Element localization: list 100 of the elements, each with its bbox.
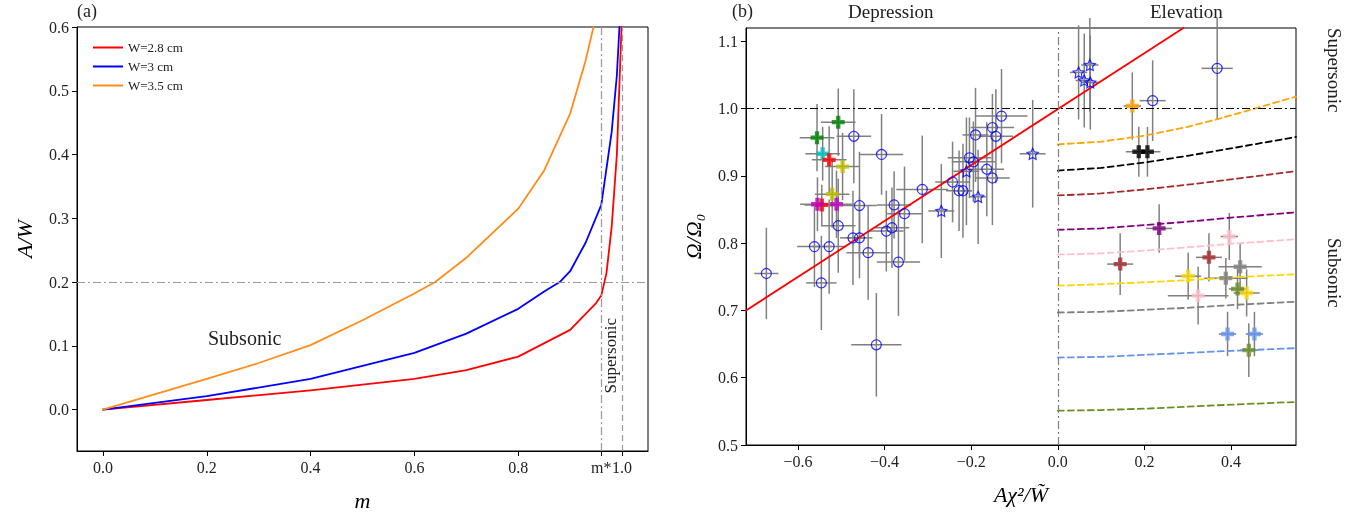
- point: [823, 240, 835, 253]
- point: [760, 267, 772, 280]
- y-tick-label: 0.9: [718, 167, 738, 185]
- y-axis-title: Ω/Ω₀: [680, 213, 706, 260]
- point: [1083, 58, 1096, 72]
- y-tick-label: 1.1: [718, 32, 738, 50]
- point: [981, 163, 993, 175]
- point: [935, 204, 948, 218]
- point: [1147, 95, 1159, 107]
- y-tick-label: 0.0: [49, 401, 69, 419]
- point: [847, 232, 859, 244]
- x-tick-label: 0.4: [300, 458, 321, 476]
- annotation: Subsonic: [208, 327, 282, 349]
- y-tick-label: 1.0: [718, 100, 738, 118]
- y-tick-label: 0.4: [49, 146, 69, 164]
- point: [990, 130, 1002, 142]
- point: [1026, 147, 1039, 160]
- x-tick-label: 0.2: [1134, 452, 1155, 470]
- point: [1202, 250, 1216, 264]
- x-tick-label: 0.6: [404, 458, 425, 476]
- y-tick-label: 0.3: [49, 209, 69, 227]
- point: [967, 156, 979, 168]
- point: [888, 199, 900, 211]
- text: Depression: [848, 1, 934, 22]
- point: [825, 187, 839, 201]
- point: [870, 339, 882, 351]
- point: [862, 247, 874, 259]
- point: [963, 152, 976, 164]
- point: [1240, 286, 1254, 300]
- y-tick-label: 0.2: [49, 273, 69, 291]
- point: [1181, 269, 1195, 283]
- point: [816, 147, 830, 161]
- x-tick-label: 0.4: [1221, 452, 1242, 470]
- x-axis-title: Aχ²/W̃: [991, 481, 1050, 507]
- text: Elevation: [1150, 1, 1224, 22]
- x-tick-label: 0.0: [1047, 452, 1068, 470]
- point: [853, 199, 866, 212]
- y-tick-label: 0.8: [718, 234, 738, 252]
- point: [1078, 74, 1091, 87]
- point: [815, 277, 827, 289]
- line-series: [1056, 211, 1297, 231]
- point: [957, 185, 969, 197]
- x-tick-label: −0.6: [783, 452, 813, 470]
- line-series: [1056, 347, 1297, 359]
- point: [916, 183, 928, 196]
- point: [953, 185, 965, 197]
- point: [810, 197, 824, 211]
- line-series: [1056, 401, 1297, 412]
- text: Supersonic: [1324, 28, 1345, 113]
- point: [1233, 260, 1247, 274]
- point: [898, 208, 911, 220]
- point: [880, 225, 892, 237]
- point: [1211, 62, 1223, 74]
- point: [946, 176, 959, 188]
- point: [810, 131, 824, 145]
- point: [1222, 230, 1236, 243]
- point: [960, 165, 973, 178]
- point: [853, 232, 866, 244]
- point: [1113, 257, 1127, 271]
- x-tick-label: 1.0: [612, 458, 633, 476]
- x-tick-label: 0.0: [92, 458, 113, 476]
- point: [830, 197, 844, 211]
- point: [808, 240, 821, 253]
- y-axis-title: A/W: [11, 218, 37, 260]
- y-tick-label: 0.7: [718, 301, 738, 319]
- legend-label: W=3 cm: [128, 59, 174, 74]
- point: [986, 121, 999, 134]
- point: [1221, 327, 1235, 341]
- point: [995, 110, 1008, 122]
- y-tick-label: 0.5: [49, 82, 69, 100]
- y-tick-label: 0.5: [718, 436, 738, 454]
- point: [848, 130, 860, 142]
- point: [1152, 221, 1166, 235]
- text: (b): [732, 1, 753, 22]
- point: [972, 190, 985, 203]
- point: [1072, 66, 1085, 79]
- x-tick-label: 0.2: [196, 458, 217, 476]
- y-tick-label: 0.1: [49, 337, 69, 355]
- point: [892, 256, 905, 268]
- point: [875, 148, 888, 161]
- point: [836, 160, 850, 174]
- text: Subsonic: [1324, 238, 1345, 308]
- legend-label: W=3.5 cm: [128, 78, 183, 93]
- x-tick-label: −0.2: [956, 452, 986, 470]
- annotation: Supersonic: [601, 317, 620, 394]
- point: [1231, 282, 1245, 296]
- point: [886, 222, 898, 234]
- point: [1140, 145, 1154, 159]
- point: [822, 153, 836, 167]
- x-tick-label: −0.4: [870, 452, 900, 470]
- legend-label: W=2.8 cm: [128, 40, 183, 55]
- point: [831, 115, 845, 129]
- text: (a): [77, 1, 97, 22]
- x-tick-label: m*: [591, 458, 612, 476]
- point: [1219, 271, 1233, 285]
- y-tick-label: 0.6: [49, 18, 69, 36]
- point: [1247, 327, 1261, 341]
- point: [832, 220, 844, 232]
- x-axis-title: m: [354, 487, 371, 513]
- point: [986, 172, 999, 184]
